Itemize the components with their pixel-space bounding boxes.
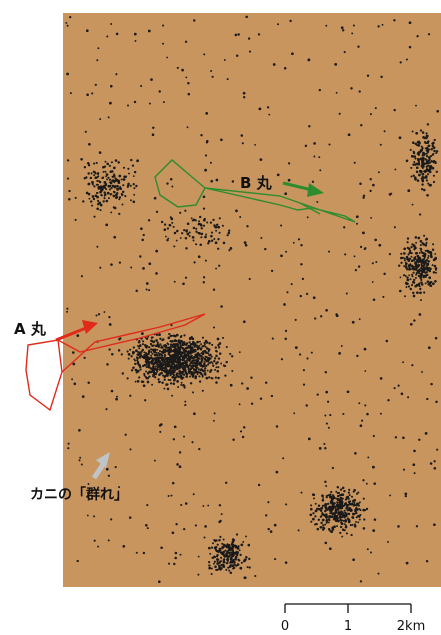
boat-a-arrow (55, 320, 98, 342)
boat-b-label: B 丸 (240, 174, 273, 192)
boat-b-arrow (282, 181, 324, 197)
scale-tick-2km: 2km (397, 619, 425, 634)
swarm-arrow (91, 452, 110, 480)
scale-bar: 0 1 2km (281, 603, 425, 634)
boat-b-track (154, 159, 356, 223)
map-area (63, 13, 441, 587)
crab-swarm-label: カニの「群れ」 (30, 486, 128, 503)
scale-tick-1: 1 (344, 619, 352, 634)
crab-dots (65, 15, 440, 583)
scale-tick-0: 0 (281, 619, 289, 634)
boat-a-label: A 丸 (14, 320, 47, 338)
